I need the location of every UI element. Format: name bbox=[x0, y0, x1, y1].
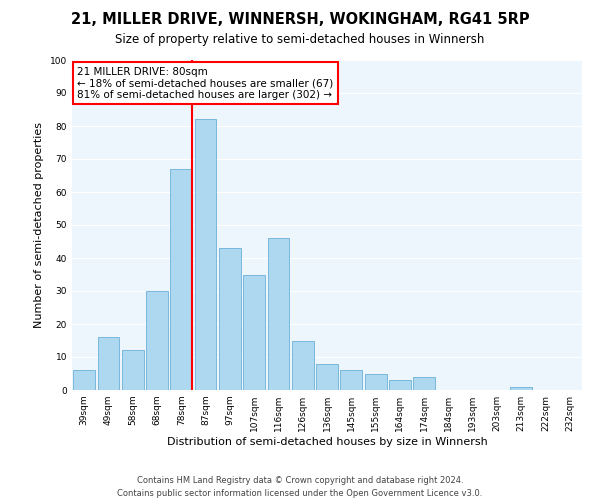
Text: Contains HM Land Registry data © Crown copyright and database right 2024.
Contai: Contains HM Land Registry data © Crown c… bbox=[118, 476, 482, 498]
Y-axis label: Number of semi-detached properties: Number of semi-detached properties bbox=[34, 122, 44, 328]
Bar bbox=[340, 370, 362, 390]
Bar bbox=[73, 370, 95, 390]
Bar bbox=[146, 291, 168, 390]
Bar bbox=[219, 248, 241, 390]
Text: Size of property relative to semi-detached houses in Winnersh: Size of property relative to semi-detach… bbox=[115, 32, 485, 46]
Bar bbox=[194, 120, 217, 390]
Bar bbox=[511, 386, 532, 390]
Bar bbox=[292, 340, 314, 390]
Bar bbox=[365, 374, 386, 390]
Bar bbox=[97, 337, 119, 390]
Text: 21, MILLER DRIVE, WINNERSH, WOKINGHAM, RG41 5RP: 21, MILLER DRIVE, WINNERSH, WOKINGHAM, R… bbox=[71, 12, 529, 28]
Bar bbox=[316, 364, 338, 390]
Bar bbox=[413, 377, 435, 390]
Text: 21 MILLER DRIVE: 80sqm
← 18% of semi-detached houses are smaller (67)
81% of sem: 21 MILLER DRIVE: 80sqm ← 18% of semi-det… bbox=[77, 66, 334, 100]
Bar bbox=[243, 274, 265, 390]
Bar bbox=[170, 169, 192, 390]
X-axis label: Distribution of semi-detached houses by size in Winnersh: Distribution of semi-detached houses by … bbox=[167, 437, 487, 447]
Bar bbox=[268, 238, 289, 390]
Bar bbox=[389, 380, 411, 390]
Bar bbox=[122, 350, 143, 390]
